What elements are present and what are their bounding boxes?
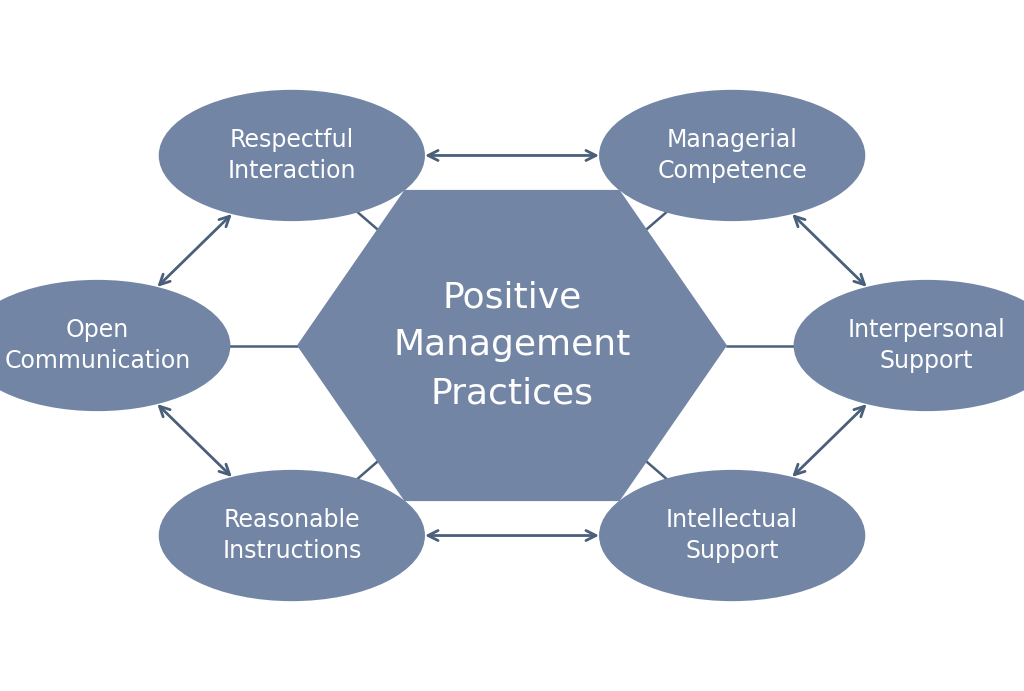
Text: Reasonable
Instructions: Reasonable Instructions: [222, 508, 361, 563]
Ellipse shape: [794, 280, 1024, 411]
Text: Intellectual
Support: Intellectual Support: [666, 508, 799, 563]
Ellipse shape: [599, 470, 865, 601]
Text: Managerial
Competence: Managerial Competence: [657, 128, 807, 183]
Ellipse shape: [0, 280, 230, 411]
Text: Open
Communication: Open Communication: [4, 318, 190, 373]
Ellipse shape: [159, 90, 425, 221]
Text: Positive
Management
Practices: Positive Management Practices: [393, 281, 631, 410]
Text: Interpersonal
Support: Interpersonal Support: [848, 318, 1006, 373]
Ellipse shape: [159, 470, 425, 601]
Polygon shape: [297, 190, 727, 501]
Ellipse shape: [599, 90, 865, 221]
Text: Respectful
Interaction: Respectful Interaction: [227, 128, 356, 183]
